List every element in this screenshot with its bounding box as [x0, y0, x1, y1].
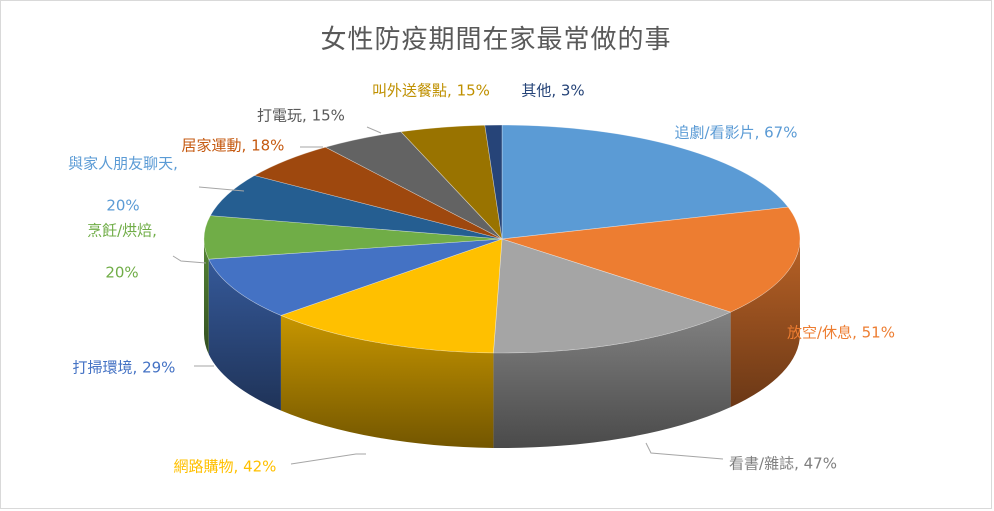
data-label: 20%: [105, 264, 138, 282]
data-label: 居家運動, 18%: [182, 137, 285, 155]
pie-side-看書/雜誌: [493, 312, 731, 448]
leader-line: [290, 453, 366, 465]
leader-line: [172, 255, 207, 264]
pie-side-放空/休息: [730, 239, 800, 408]
pie-slice-打掃環境: [208, 238, 503, 316]
data-label: 與家人朋友聊天,: [68, 155, 178, 173]
pie-side-打掃環境: [208, 259, 281, 411]
data-label: 放空/休息, 51%: [787, 324, 895, 342]
data-label: 20%: [106, 197, 139, 215]
data-label: 打電玩, 15%: [257, 107, 345, 125]
pie-side-網路購物: [280, 315, 494, 448]
pie-slice-追劇/看影片: [501, 124, 789, 240]
data-label: 網路購物, 42%: [174, 458, 277, 476]
data-labels: 追劇/看影片, 67% 放空/休息, 51% 看書/雜誌, 47% 網路購物, 42%…: [68, 82, 895, 476]
pie-side-烹飪/烘焙: [204, 239, 209, 355]
chart-title: 女性防疫期間在家最常做的事: [320, 25, 672, 55]
data-label: 其他, 3%: [521, 82, 584, 100]
pie-slice-放空/休息: [501, 206, 801, 313]
data-label: 叫外送餐點, 15%: [372, 82, 490, 100]
data-label: 追劇/看影片, 67%: [675, 124, 798, 142]
leader-line: [366, 126, 382, 134]
data-label: 看書/雜誌, 47%: [729, 455, 837, 473]
leader-line: [645, 442, 724, 460]
pie-slice-看書/雜誌: [493, 238, 732, 354]
pie-slice-其他: [484, 124, 503, 240]
data-label: 打掃環境, 29%: [73, 359, 176, 377]
pie-side-walls: [204, 239, 800, 448]
leader-line: [198, 186, 245, 192]
pie-top-faces: [203, 124, 801, 354]
leader-lines: [172, 126, 724, 465]
pie-slice-網路購物: [280, 238, 503, 354]
data-label: 烹飪/烘焙,: [87, 222, 157, 240]
